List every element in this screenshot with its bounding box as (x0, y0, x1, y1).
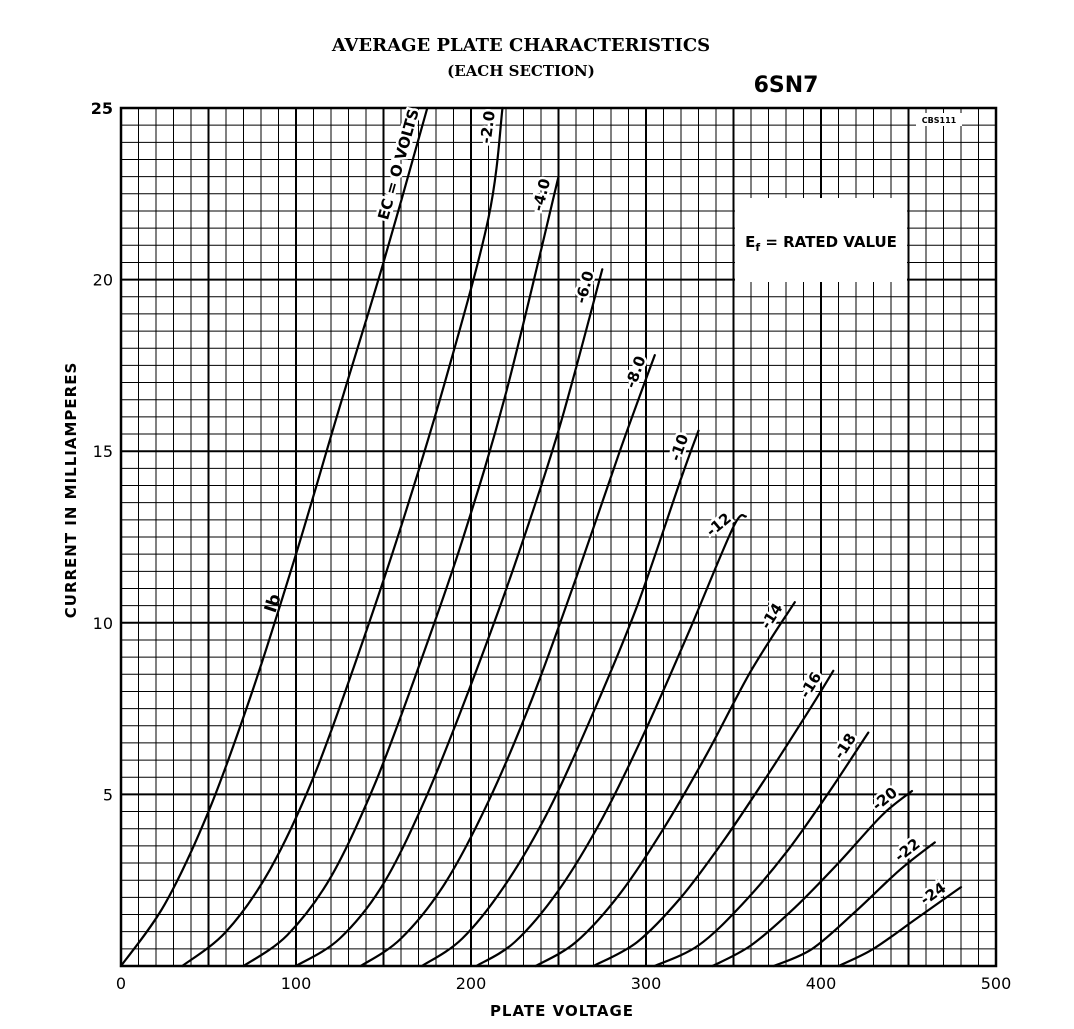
curve--22 (772, 841, 936, 968)
x-tick-label: 100 (281, 974, 312, 993)
y-axis-label: CURRENT IN MILLIAMPERES (62, 362, 80, 618)
ib-label: Ib (261, 592, 286, 616)
x-tick-label: 500 (981, 974, 1012, 993)
axis-ticks: 0 100 200 300 400 500 5 10 15 20 25 (91, 99, 1012, 993)
curve-label: EC = O VOLTS (374, 107, 422, 222)
chart-title: AVERAGE PLATE CHARACTERISTICS (331, 35, 710, 56)
x-tick-label: 200 (456, 974, 487, 993)
tube-type-label: 6SN7 (754, 73, 819, 98)
curve--16 (592, 669, 835, 968)
heater-note-sub: f (755, 241, 760, 254)
curve--8.0 (359, 354, 656, 968)
curves (119, 106, 963, 968)
plot-frame (119, 106, 998, 968)
drawing-code: CBS111 (922, 116, 957, 125)
chart-subtitle: (EACH SECTION) (447, 62, 595, 80)
y-tick-label: 10 (93, 614, 113, 633)
x-tick-label: 0 (116, 974, 126, 993)
y-tick-label: 5 (103, 785, 113, 804)
code-box (916, 113, 962, 126)
curve--18 (653, 731, 870, 968)
curve-label: -18 (830, 730, 860, 763)
curve--2.0 (181, 106, 504, 968)
curve-label: -14 (757, 600, 787, 633)
curve-label: -2.0 (477, 110, 499, 145)
x-tick-label: 300 (631, 974, 662, 993)
curve-label: -24 (917, 878, 950, 908)
note-box (735, 198, 907, 282)
curve-ec-o-volts (119, 106, 429, 968)
curve--10 (420, 429, 700, 968)
curve--4.0 (242, 175, 560, 968)
curve--24 (837, 886, 963, 968)
curve--12 (475, 514, 747, 968)
y-tick-label: 15 (93, 442, 113, 461)
heater-note: Ef = RATED VALUE (745, 233, 897, 254)
curve--20 (711, 789, 914, 968)
heater-note-rest: = RATED VALUE (760, 233, 897, 251)
heater-note-e: E (745, 233, 755, 251)
x-tick-label: 400 (806, 974, 837, 993)
y-tick-label: 25 (91, 99, 113, 118)
curve-label: -22 (891, 835, 923, 866)
curve--14 (534, 601, 796, 968)
curve--6.0 (294, 268, 604, 968)
x-axis-label: PLATE VOLTAGE (490, 1002, 634, 1020)
y-tick-label: 20 (93, 271, 113, 290)
